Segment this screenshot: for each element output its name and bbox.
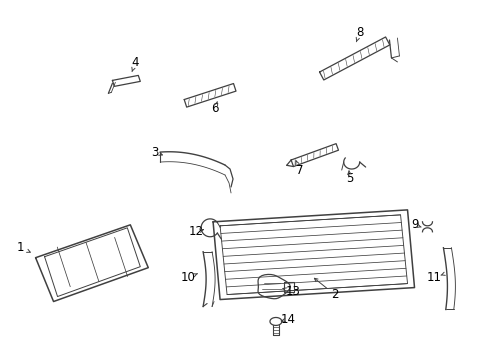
Text: 5: 5 <box>346 171 353 185</box>
Text: 6: 6 <box>211 102 219 115</box>
Text: 12: 12 <box>188 225 203 238</box>
Text: 1: 1 <box>17 241 24 254</box>
Text: 2: 2 <box>330 288 338 301</box>
Text: 4: 4 <box>131 56 139 69</box>
Text: 8: 8 <box>355 26 363 39</box>
Text: 9: 9 <box>410 218 417 231</box>
Text: 14: 14 <box>280 313 295 326</box>
Text: 7: 7 <box>296 163 303 176</box>
Text: 13: 13 <box>285 285 300 298</box>
Text: 11: 11 <box>426 271 441 284</box>
Text: 3: 3 <box>151 145 159 159</box>
Text: 10: 10 <box>181 271 195 284</box>
